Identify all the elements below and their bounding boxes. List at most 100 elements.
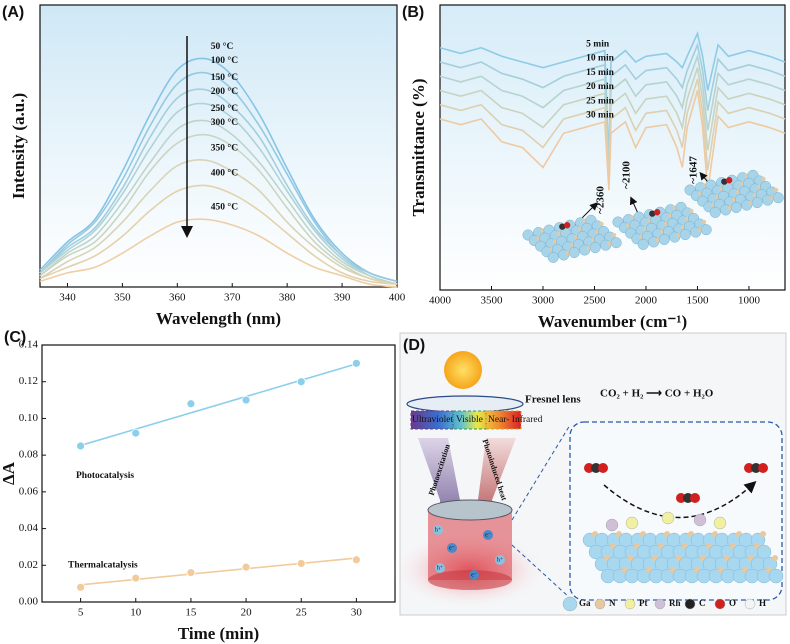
fit-line — [80, 363, 357, 447]
y-tick-label: 0.14 — [19, 339, 39, 351]
carrier — [433, 525, 443, 535]
series-label: 15 min — [586, 68, 614, 78]
o-atom — [726, 177, 733, 184]
x-axis-title: Wavenumber (cm⁻¹) — [538, 312, 687, 331]
carrier-label: e⁻ — [471, 572, 477, 578]
x-tick-label: 3500 — [480, 295, 503, 307]
surface-atom — [768, 568, 784, 584]
heat-arrow — [470, 438, 516, 510]
lens-label: Fresnel lens — [525, 394, 581, 406]
surface-atom — [679, 229, 691, 241]
n-atom — [599, 221, 604, 226]
legend-label: Ga — [579, 598, 591, 608]
c-atom — [591, 463, 601, 473]
y-tick-label: 0.12 — [19, 375, 38, 387]
x-tick-label: 30 — [351, 607, 363, 619]
legend-label: C — [699, 598, 706, 608]
catalyst-surface — [582, 463, 784, 584]
series-label: 450 °C — [211, 202, 238, 213]
o-atom — [676, 493, 686, 503]
legend-swatch — [562, 596, 578, 612]
metal-atom — [605, 518, 619, 532]
series-line — [39, 218, 398, 288]
metal-atom — [693, 513, 707, 527]
legend-label: N — [609, 598, 616, 608]
series-line — [39, 57, 398, 283]
legend-label: O — [729, 598, 736, 608]
peak-annotation: ~2360 — [595, 186, 607, 214]
surface-atom — [610, 237, 622, 249]
o-atom — [758, 463, 768, 473]
x-axis-title: Time (min) — [178, 624, 259, 643]
carrier-label: e⁻ — [449, 545, 455, 551]
series-label: 20 min — [586, 82, 614, 92]
y-axis-title: ΔA — [0, 461, 18, 485]
carrier-label: e⁻ — [485, 532, 491, 538]
surface-atom — [568, 247, 580, 258]
series-label: 50 °C — [211, 41, 234, 52]
chart-layer: 340 350 360 370 380 390 400 Wavelength (nm) Inte… — [0, 4, 786, 643]
y-tick-label: 0.00 — [19, 596, 39, 608]
series-line — [39, 119, 398, 285]
y-tick-label: 0.04 — [19, 522, 39, 534]
surface-atom — [637, 238, 649, 250]
n-atom — [774, 187, 779, 193]
x-tick-label: 400 — [389, 292, 406, 304]
y-tick-label: 0.08 — [19, 449, 39, 461]
legend-swatch — [594, 598, 606, 610]
series-line — [439, 67, 786, 179]
legend-label: Rh — [669, 598, 681, 608]
panel-label: (A) — [2, 4, 24, 21]
legend-label: Pt — [639, 598, 648, 608]
data-point — [241, 562, 251, 572]
carrier-label: h⁺ — [435, 526, 441, 533]
data-point — [241, 395, 251, 405]
series-label: 5 min — [586, 39, 610, 49]
spectrum-bar — [411, 411, 521, 429]
spectrum-label: Near- Infrared — [488, 414, 543, 425]
n-atom — [612, 232, 617, 238]
spectrum-label: Ultraviolet — [412, 415, 454, 425]
c-atom — [721, 178, 728, 185]
x-tick-label: 20 — [241, 607, 253, 619]
legend-swatch — [684, 598, 696, 610]
peak-annotation: ~1647 — [688, 156, 700, 184]
peak-annotation: ~2100 — [621, 161, 633, 189]
carrier — [435, 563, 445, 573]
reaction: CO₂ + H₂ ⟶ CO + H₂O — [600, 388, 714, 400]
metal-atom — [713, 516, 727, 530]
surface-atom — [730, 202, 742, 213]
series-line — [39, 133, 398, 285]
x-tick-label: 2500 — [583, 295, 606, 307]
o-atom — [690, 493, 700, 503]
surface-atom — [709, 206, 721, 218]
n-atom — [761, 176, 766, 181]
nir-box — [485, 410, 522, 430]
x-tick-label: 25 — [296, 607, 308, 619]
o-atom — [598, 463, 608, 473]
series-line — [39, 184, 398, 285]
legend-swatch — [624, 598, 636, 610]
o-atom — [584, 463, 594, 473]
x-tick-label: 340 — [59, 292, 76, 304]
y-axis-title: Transmittance (%) — [409, 78, 428, 216]
x-tick-label: 5 — [78, 607, 84, 619]
panel-label: (B) — [402, 4, 424, 21]
n-atom — [702, 219, 707, 225]
series-label: 25 min — [586, 96, 614, 106]
series-line — [39, 102, 398, 285]
series-label: Photocatalysis — [76, 471, 134, 481]
series-line — [439, 53, 786, 174]
series-label: 10 min — [586, 54, 614, 64]
carrier-label: h⁺ — [497, 556, 503, 563]
data-point — [131, 428, 141, 438]
data-point — [296, 559, 306, 568]
series-line — [39, 159, 398, 285]
surface-atom — [589, 242, 601, 254]
series-label: 200 °C — [211, 86, 238, 97]
x-tick-label: 3000 — [532, 295, 555, 307]
legend-swatch — [654, 598, 666, 610]
series-line — [439, 30, 786, 162]
x-tick-label: 15 — [185, 607, 197, 619]
